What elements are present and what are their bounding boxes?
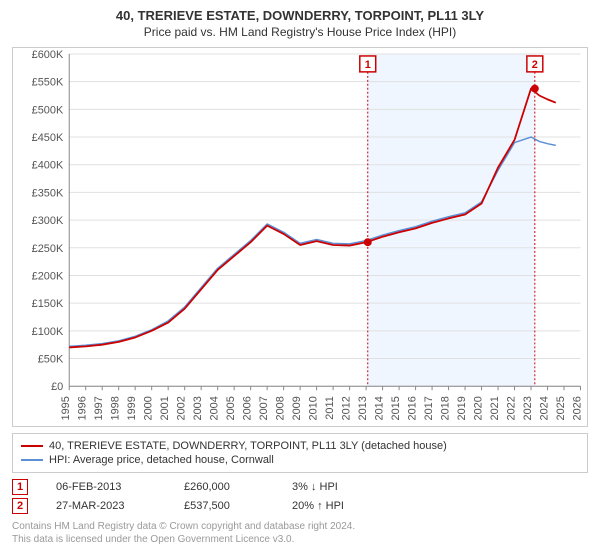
svg-text:2002: 2002 [176,396,188,420]
sale-marker-box: 2 [12,498,28,514]
legend-row: HPI: Average price, detached house, Corn… [21,454,579,466]
chart-svg: £0 £50K £100K £150K £200K £250K £300K £350K £400… [13,48,587,426]
sale-date: 06-FEB-2013 [56,481,156,493]
svg-text:2003: 2003 [192,396,204,420]
svg-text:2005: 2005 [225,396,237,420]
sale-marker-box: 1 [12,479,28,495]
sale-price: £537,500 [184,500,264,512]
chart-plot-area: £0 £50K £100K £150K £200K £250K £300K £350K £400… [12,47,588,427]
svg-text:2012: 2012 [341,396,353,420]
svg-text:2009: 2009 [291,396,303,420]
svg-text:2022: 2022 [506,396,518,420]
legend-label: HPI: Average price, detached house, Corn… [49,454,274,466]
svg-text:2016: 2016 [407,396,419,420]
table-row: 2 27-MAR-2023 £537,500 20% ↑ HPI [12,498,588,514]
footer-line-1: Contains HM Land Registry data © Crown c… [12,520,588,533]
svg-text:£600K: £600K [32,49,64,61]
svg-text:1995: 1995 [60,396,72,420]
svg-text:2013: 2013 [357,396,369,420]
footer-note: Contains HM Land Registry data © Crown c… [12,520,588,546]
svg-text:2006: 2006 [242,396,254,420]
svg-text:2019: 2019 [456,396,468,420]
svg-text:2025: 2025 [555,396,567,420]
sale-price: £260,000 [184,481,264,493]
svg-text:1: 1 [365,59,371,71]
svg-text:2023: 2023 [522,396,534,420]
sales-table: 1 06-FEB-2013 £260,000 3% ↓ HPI 2 27-MAR… [12,479,588,514]
legend-swatch-secondary [21,459,43,461]
svg-text:£150K: £150K [32,298,64,310]
svg-text:£0: £0 [51,381,63,393]
svg-text:£450K: £450K [32,132,64,144]
svg-text:2020: 2020 [473,396,485,420]
svg-text:£250K: £250K [32,243,64,255]
svg-text:£50K: £50K [38,354,64,366]
svg-text:£300K: £300K [32,215,64,227]
svg-text:2007: 2007 [258,396,270,420]
footer-line-2: This data is licensed under the Open Gov… [12,533,588,546]
svg-text:£200K: £200K [32,270,64,282]
legend-swatch-primary [21,445,43,447]
svg-text:2018: 2018 [440,396,452,420]
svg-text:2008: 2008 [275,396,287,420]
svg-text:2017: 2017 [423,396,435,420]
chart-subtitle: Price paid vs. HM Land Registry's House … [12,25,588,39]
legend-row: 40, TRERIEVE ESTATE, DOWNDERRY, TORPOINT… [21,440,579,452]
sale-delta: 3% ↓ HPI [292,481,382,493]
svg-text:£500K: £500K [32,104,64,116]
svg-text:£350K: £350K [32,187,64,199]
svg-text:2000: 2000 [143,396,155,420]
svg-text:1996: 1996 [77,396,89,420]
svg-text:2001: 2001 [159,396,171,420]
svg-text:1999: 1999 [126,396,138,420]
chart-title: 40, TRERIEVE ESTATE, DOWNDERRY, TORPOINT… [12,8,588,23]
svg-text:2026: 2026 [572,396,584,420]
chart-container: 40, TRERIEVE ESTATE, DOWNDERRY, TORPOINT… [0,0,600,554]
legend-label: 40, TRERIEVE ESTATE, DOWNDERRY, TORPOINT… [49,440,447,452]
svg-text:1998: 1998 [110,396,122,420]
svg-text:2004: 2004 [209,396,221,420]
svg-text:2: 2 [532,59,538,71]
table-row: 1 06-FEB-2013 £260,000 3% ↓ HPI [12,479,588,495]
svg-text:£550K: £550K [32,77,64,89]
svg-text:2024: 2024 [539,396,551,420]
svg-text:1997: 1997 [93,396,105,420]
legend-box: 40, TRERIEVE ESTATE, DOWNDERRY, TORPOINT… [12,433,588,473]
svg-text:2021: 2021 [489,396,501,420]
svg-text:2015: 2015 [390,396,402,420]
svg-text:2011: 2011 [324,396,336,420]
svg-text:2014: 2014 [374,396,386,420]
sale-delta: 20% ↑ HPI [292,500,382,512]
svg-text:£100K: £100K [32,326,64,338]
svg-text:2010: 2010 [308,396,320,420]
svg-text:£400K: £400K [32,160,64,172]
sale-date: 27-MAR-2023 [56,500,156,512]
